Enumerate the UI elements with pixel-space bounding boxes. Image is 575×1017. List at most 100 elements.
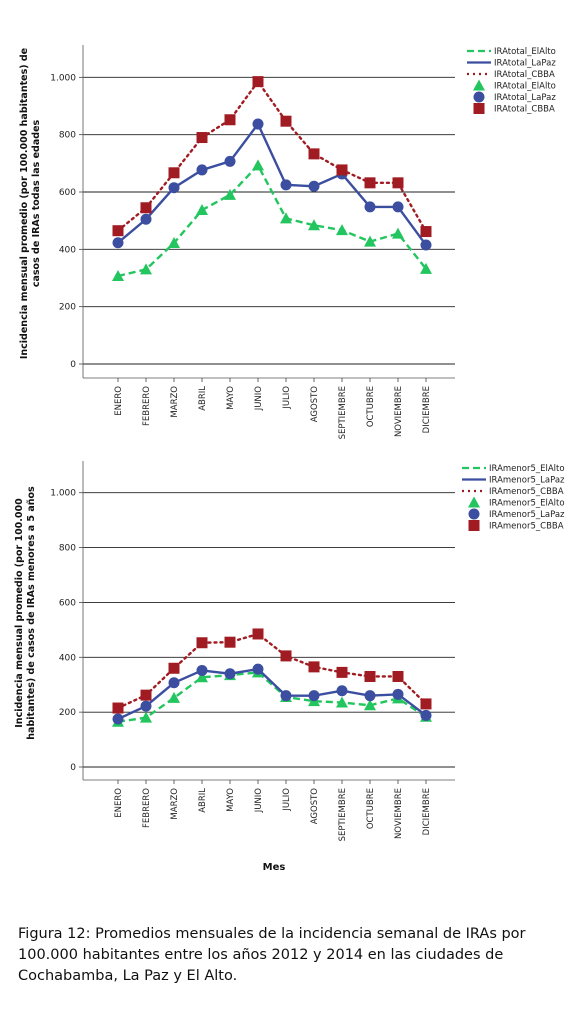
data-point <box>336 685 348 697</box>
data-point <box>112 225 124 237</box>
data-point <box>252 159 264 171</box>
chart-ira-total: 0 200 400 600 800 1.000 ENERO FEBRERO MARZO ABRIL… <box>19 45 556 439</box>
data-point <box>392 670 404 682</box>
data-point <box>336 224 348 236</box>
x-tick-label: NOVIEMBRE <box>394 788 404 839</box>
data-point <box>336 666 348 678</box>
y-tick-label: 200 <box>59 708 76 718</box>
data-point <box>168 182 180 194</box>
data-point <box>140 202 152 214</box>
x-tick-label: FEBRERO <box>142 386 152 426</box>
data-point <box>140 213 152 225</box>
series-line <box>116 632 428 710</box>
data-point <box>224 155 236 167</box>
data-point <box>224 188 236 200</box>
y-tick-label: 800 <box>59 544 76 554</box>
x-tick-label: OCTUBRE <box>366 788 376 829</box>
data-point <box>252 118 264 130</box>
data-point <box>364 235 376 247</box>
caption-label: Figura 12 <box>18 926 86 942</box>
x-axis-label: Mes <box>263 862 286 873</box>
x-tick-label: NOVIEMBRE <box>394 386 404 437</box>
data-point <box>112 713 124 725</box>
data-point <box>364 690 376 702</box>
caption-text: : Promedios mensuales de la incidencia s… <box>18 926 526 984</box>
x-tick-label: AGOSTO <box>310 788 320 825</box>
data-point <box>392 177 404 189</box>
legend-label: IRAtotal_CBBA <box>494 70 555 80</box>
legend-label: IRAtotal_ElAlto <box>494 47 556 57</box>
x-tick-label: FEBRERO <box>142 788 152 828</box>
data-point <box>196 132 208 144</box>
x-tick-label: DICIEMBRE <box>422 788 432 835</box>
x-tick-label: DICIEMBRE <box>422 386 432 433</box>
data-point <box>308 219 320 231</box>
data-point <box>420 239 432 251</box>
data-point <box>280 212 292 224</box>
figure-caption: Figura 12: Promedios mensuales de la inc… <box>18 924 558 987</box>
y-tick-label: 0 <box>70 360 76 370</box>
x-tick-label: MARZO <box>170 788 180 820</box>
data-point <box>420 226 432 238</box>
y-tick-label: 1.000 <box>50 489 76 499</box>
data-point <box>336 696 348 708</box>
data-point <box>140 689 152 701</box>
data-point <box>364 201 376 213</box>
legend-marker <box>468 520 480 531</box>
x-tick-label: MAYO <box>226 788 236 812</box>
data-point <box>392 227 404 239</box>
data-point <box>168 237 180 249</box>
y-tick-label: 600 <box>59 598 76 608</box>
x-tick-label: AGOSTO <box>310 386 320 423</box>
legend-marker <box>473 91 485 103</box>
y-tick-label: 0 <box>70 763 76 773</box>
data-point <box>224 636 236 648</box>
legend-label: IRAtotal_LaPaz <box>494 59 556 69</box>
chart-ira-menor5: 0 200 400 600 800 1.000 ENERO FEBRERO MARZO ABRIL… <box>14 461 565 873</box>
data-point <box>420 698 432 710</box>
data-point <box>252 628 264 640</box>
data-point <box>196 164 208 176</box>
x-tick-label: ENERO <box>114 788 124 818</box>
legend-label: IRAtotal_ElAlto <box>494 82 556 92</box>
data-point <box>224 668 236 680</box>
data-point <box>168 677 180 689</box>
data-point <box>112 237 124 249</box>
legend-marker <box>468 496 480 508</box>
x-tick-label: JULIO <box>282 788 292 812</box>
legend-label: IRAmenor5_CBBA <box>489 487 564 497</box>
x-tick-label: MAYO <box>226 386 236 410</box>
data-point <box>392 688 404 700</box>
data-point <box>196 204 208 216</box>
legend-marker <box>468 508 480 520</box>
data-point <box>112 702 124 714</box>
series-line <box>117 163 427 278</box>
x-tick-label: ABRIL <box>198 788 208 813</box>
data-point <box>252 76 264 88</box>
data-point <box>168 662 180 674</box>
legend-label: IRAmenor5_ElAlto <box>489 464 565 474</box>
series-line <box>117 671 427 723</box>
data-point <box>224 114 236 126</box>
data-point <box>140 700 152 712</box>
y-tick-label: 800 <box>59 131 76 141</box>
legend-marker <box>473 103 485 114</box>
data-point <box>280 650 292 662</box>
legend-label: IRAmenor5_LaPaz <box>489 510 565 520</box>
legend-label: IRAtotal_LaPaz <box>494 93 556 103</box>
x-tick-label: JULIO <box>282 386 292 410</box>
data-point <box>112 269 124 281</box>
data-point <box>336 164 348 176</box>
data-point <box>308 690 320 702</box>
x-tick-label: JUNIO <box>254 788 264 814</box>
data-point <box>280 115 292 127</box>
data-point <box>420 262 432 274</box>
data-point <box>308 148 320 160</box>
x-tick-label: SEPTIEMBRE <box>338 386 348 439</box>
data-point <box>196 637 208 649</box>
x-tick-label: JUNIO <box>254 386 264 412</box>
data-point <box>140 711 152 723</box>
x-tick-label: ABRIL <box>198 386 208 411</box>
y-tick-label: 400 <box>59 245 76 255</box>
y-axis-label: casos de IRAs todas las edades <box>31 119 42 287</box>
